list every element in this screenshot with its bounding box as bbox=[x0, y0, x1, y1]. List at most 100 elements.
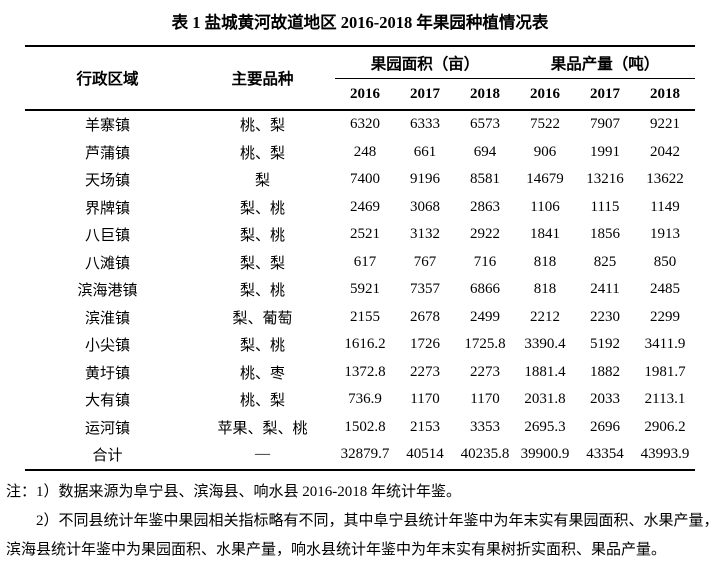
yield-2018-cell: 43993.9 bbox=[640, 446, 690, 463]
area-2017-cell: 2273 bbox=[410, 363, 440, 380]
table-row: 滨海港镇 梨、桃 5921 7357 6866 818 2411 2485 bbox=[25, 276, 695, 304]
table-row: 黄圩镇 桃、枣 1372.8 2273 2273 1881.4 1882 1981.7 bbox=[25, 359, 695, 387]
col-header-area-2018: 2018 bbox=[455, 78, 515, 111]
yield-2017-cell: 2411 bbox=[590, 281, 620, 298]
yield-2018-cell: 2906.2 bbox=[644, 418, 686, 435]
yield-2018-cell: 1149 bbox=[650, 198, 680, 215]
variety-cell: 梨、桃 bbox=[239, 283, 285, 300]
note-2-line-2: 滨海县统计年鉴中为果园面积、水果产量，响水县统计年鉴中为年末实有果树折实面积、果… bbox=[6, 541, 667, 558]
region-cell: 滨海港镇 bbox=[77, 283, 138, 300]
region-cell: 芦蒲镇 bbox=[84, 145, 130, 162]
variety-cell: 桃、梨 bbox=[239, 393, 285, 410]
yield-2016-cell: 906 bbox=[533, 143, 557, 160]
col-header-area-2017: 2017 bbox=[395, 78, 455, 111]
yield-2016-cell: 1881.4 bbox=[524, 363, 566, 380]
variety-cell: 梨、桃 bbox=[239, 338, 285, 355]
yield-2018-cell: 3411.9 bbox=[644, 336, 686, 353]
table-row: 羊寨镇 桃、梨 6320 6333 6573 7522 7907 9221 bbox=[25, 110, 695, 139]
yield-2017-cell: 43354 bbox=[586, 446, 624, 463]
area-2018-cell: 2922 bbox=[470, 226, 500, 243]
area-2018-cell: 2863 bbox=[470, 198, 500, 215]
variety-cell: 梨、葡萄 bbox=[232, 310, 293, 327]
yield-2017-cell: 1991 bbox=[590, 143, 620, 160]
yield-2016-cell: 3390.4 bbox=[524, 336, 566, 353]
area-2017-cell: 1170 bbox=[410, 391, 440, 408]
yield-2016-cell: 818 bbox=[533, 281, 557, 298]
yield-2017-cell: 1856 bbox=[590, 226, 620, 243]
area-2017-cell: 9196 bbox=[410, 171, 440, 188]
area-2016-cell: 1372.8 bbox=[344, 363, 386, 380]
yield-2016-cell: 39900.9 bbox=[520, 446, 570, 463]
yield-2016-cell: 2031.8 bbox=[524, 391, 566, 408]
yield-2016-cell: 14679 bbox=[526, 171, 564, 188]
area-2016-cell: 32879.7 bbox=[340, 446, 390, 463]
area-2016-cell: 2469 bbox=[350, 198, 380, 215]
area-2018-cell: 2499 bbox=[470, 308, 500, 325]
area-2017-cell: 767 bbox=[413, 253, 437, 270]
group-header-row: 行政区域 主要品种 果园面积（亩） 果品产量（吨） bbox=[25, 46, 695, 111]
variety-cell: 梨 bbox=[254, 173, 270, 190]
yield-2018-cell: 9221 bbox=[650, 116, 680, 133]
yield-2018-cell: 850 bbox=[653, 253, 677, 270]
yield-2018-cell: 2113.1 bbox=[644, 391, 686, 408]
region-cell: 黄圩镇 bbox=[84, 365, 130, 382]
year-header-row: 2016 2017 2018 2016 2017 2018 bbox=[25, 78, 695, 111]
area-2018-cell: 694 bbox=[473, 143, 497, 160]
region-cell: 小尖镇 bbox=[84, 338, 130, 355]
region-cell: 天场镇 bbox=[84, 173, 130, 190]
yield-2018-cell: 13622 bbox=[646, 171, 684, 188]
region-cell: 合计 bbox=[92, 448, 123, 465]
area-2018-cell: 6573 bbox=[470, 116, 500, 133]
yield-2017-cell: 5192 bbox=[590, 336, 620, 353]
area-2017-cell: 661 bbox=[413, 143, 437, 160]
area-2017-cell: 2678 bbox=[410, 308, 440, 325]
table-row: 天场镇 梨 7400 9196 8581 14679 13216 13622 bbox=[25, 166, 695, 194]
table-row: 小尖镇 梨、桃 1616.2 1726 1725.8 3390.4 5192 3411.9 bbox=[25, 331, 695, 359]
area-2018-cell: 716 bbox=[473, 253, 497, 270]
yield-2016-cell: 2212 bbox=[530, 308, 560, 325]
col-header-yield-2018: 2018 bbox=[635, 78, 695, 111]
col-header-yield-group: 果品产量（吨） bbox=[515, 46, 695, 79]
yield-2017-cell: 2696 bbox=[590, 418, 620, 435]
col-header-region: 行政区域 bbox=[25, 46, 190, 111]
table-title: 表 1 盐城黄河故道地区 2016-2018 年果园种植情况表 bbox=[171, 13, 549, 32]
area-2016-cell: 5921 bbox=[350, 281, 380, 298]
region-cell: 运河镇 bbox=[84, 420, 130, 437]
variety-cell: 桃、梨 bbox=[239, 118, 285, 135]
area-2018-cell: 1170 bbox=[470, 391, 500, 408]
area-2016-cell: 617 bbox=[353, 253, 377, 270]
area-2017-cell: 2153 bbox=[410, 418, 440, 435]
variety-cell: — bbox=[255, 446, 270, 463]
table-row: 滨淮镇 梨、葡萄 2155 2678 2499 2212 2230 2299 bbox=[25, 304, 695, 332]
table-header: 行政区域 主要品种 果园面积（亩） 果品产量（吨） 2016 2017 2018… bbox=[25, 46, 695, 111]
yield-2016-cell: 2695.3 bbox=[524, 418, 566, 435]
variety-cell: 梨、桃 bbox=[239, 200, 285, 217]
note-2-line-1: 2）不同县统计年鉴中果园相关指标略有不同，其中阜宁县统计年鉴中为年末实有果园面积… bbox=[36, 512, 719, 529]
area-2016-cell: 1502.8 bbox=[344, 418, 386, 435]
yield-2016-cell: 1106 bbox=[530, 198, 560, 215]
yield-2018-cell: 1981.7 bbox=[644, 363, 686, 380]
col-header-variety: 主要品种 bbox=[190, 46, 335, 111]
area-2017-cell: 1726 bbox=[410, 336, 440, 353]
yield-2017-cell: 13216 bbox=[586, 171, 624, 188]
area-2018-cell: 8581 bbox=[470, 171, 500, 188]
region-cell: 羊寨镇 bbox=[84, 118, 130, 135]
table-notes: 注：1）数据来源为阜宁县、滨海县、响水县 2016-2018 年统计年鉴。 2）… bbox=[6, 478, 719, 563]
area-2018-cell: 40235.8 bbox=[460, 446, 510, 463]
yield-2016-cell: 818 bbox=[533, 253, 557, 270]
region-cell: 滨淮镇 bbox=[84, 310, 130, 327]
col-header-yield-2016: 2016 bbox=[515, 78, 575, 111]
yield-2018-cell: 1913 bbox=[650, 226, 680, 243]
table-row: 芦蒲镇 桃、梨 248 661 694 906 1991 2042 bbox=[25, 139, 695, 167]
area-2017-cell: 3068 bbox=[410, 198, 440, 215]
area-2017-cell: 7357 bbox=[410, 281, 440, 298]
yield-2017-cell: 2033 bbox=[590, 391, 620, 408]
area-2016-cell: 2521 bbox=[350, 226, 380, 243]
yield-2016-cell: 1841 bbox=[530, 226, 560, 243]
region-cell: 界牌镇 bbox=[84, 200, 130, 217]
area-2016-cell: 6320 bbox=[350, 116, 380, 133]
table-row: 八巨镇 梨、桃 2521 3132 2922 1841 1856 1913 bbox=[25, 221, 695, 249]
yield-2017-cell: 1115 bbox=[590, 198, 620, 215]
yield-2017-cell: 825 bbox=[593, 253, 617, 270]
